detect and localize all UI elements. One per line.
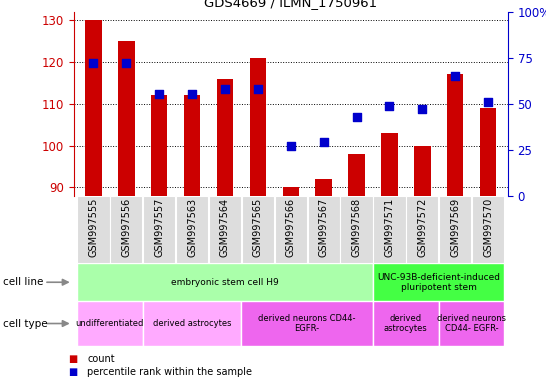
Point (484, 99, 492, 105)
Text: GSM997568: GSM997568 (352, 198, 361, 257)
Text: ■: ■ (68, 354, 78, 364)
Bar (77, 263, 373, 301)
Point (385, 103, 394, 109)
Point (287, 143, 295, 149)
Text: GSM997565: GSM997565 (253, 198, 263, 257)
Bar (184, 95, 200, 196)
Bar (472, 196, 504, 263)
Text: percentile rank within the sample: percentile rank within the sample (87, 367, 252, 377)
Bar (143, 196, 175, 263)
Text: derived neurons CD44-
EGFR-: derived neurons CD44- EGFR- (258, 314, 356, 333)
Text: derived
astrocytes: derived astrocytes (384, 314, 428, 333)
Text: GSM997569: GSM997569 (450, 198, 460, 257)
Bar (143, 301, 241, 346)
Text: cell type: cell type (3, 318, 48, 329)
Point (221, 86, 229, 92)
Text: GSM997556: GSM997556 (121, 198, 132, 257)
Bar (275, 196, 307, 263)
Bar (151, 95, 168, 196)
Point (122, 60, 130, 66)
Text: GSM997567: GSM997567 (319, 198, 329, 257)
Bar (414, 146, 430, 196)
Bar (373, 196, 406, 263)
Text: GSM997557: GSM997557 (154, 198, 164, 257)
Point (89, 60, 98, 66)
Text: count: count (87, 354, 115, 364)
Text: derived astrocytes: derived astrocytes (153, 319, 232, 328)
Text: cell line: cell line (3, 277, 43, 287)
Text: GSM997572: GSM997572 (417, 198, 428, 257)
Text: undifferentiated: undifferentiated (76, 319, 144, 328)
Text: UNC-93B-deficient-induced
pluripotent stem: UNC-93B-deficient-induced pluripotent st… (377, 273, 500, 292)
Text: GSM997570: GSM997570 (483, 198, 493, 257)
Bar (242, 196, 274, 263)
Bar (307, 196, 340, 263)
Text: embryonic stem cell H9: embryonic stem cell H9 (171, 278, 279, 287)
Point (319, 139, 328, 146)
Bar (439, 196, 471, 263)
Bar (373, 301, 439, 346)
Bar (118, 41, 134, 196)
Text: GSM997555: GSM997555 (88, 198, 98, 257)
Title: GDS4669 / ILMN_1750961: GDS4669 / ILMN_1750961 (204, 0, 377, 9)
Bar (340, 196, 372, 263)
Bar (447, 74, 464, 196)
Bar (77, 301, 143, 346)
Bar (439, 301, 505, 346)
Bar (85, 20, 102, 196)
Bar (381, 133, 397, 196)
Bar (373, 263, 505, 301)
Bar (241, 301, 373, 346)
Bar (406, 196, 438, 263)
Bar (250, 58, 266, 196)
Bar (348, 154, 365, 196)
Text: derived neurons
CD44- EGFR-: derived neurons CD44- EGFR- (437, 314, 506, 333)
Point (418, 106, 426, 112)
Point (155, 91, 164, 98)
Point (253, 86, 262, 92)
Bar (176, 196, 208, 263)
Bar (78, 196, 110, 263)
Text: GSM997564: GSM997564 (220, 198, 230, 257)
Text: ■: ■ (68, 367, 78, 377)
Bar (282, 187, 299, 196)
Point (451, 73, 460, 79)
Point (352, 114, 361, 120)
Bar (217, 79, 233, 196)
Text: GSM997566: GSM997566 (286, 198, 296, 257)
Text: GSM997563: GSM997563 (187, 198, 197, 257)
Bar (110, 196, 143, 263)
Bar (209, 196, 241, 263)
Bar (316, 179, 332, 196)
Bar (480, 108, 496, 196)
Text: GSM997571: GSM997571 (384, 198, 394, 257)
Point (188, 91, 197, 98)
